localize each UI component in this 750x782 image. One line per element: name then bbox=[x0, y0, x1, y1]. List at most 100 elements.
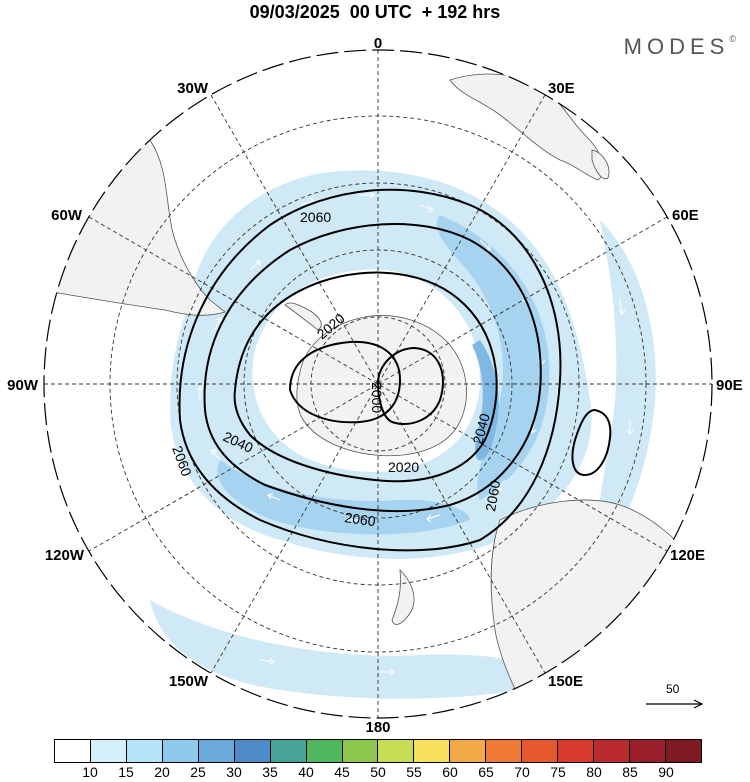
meridian-30w-150e bbox=[210, 94, 546, 674]
contour-closed-east bbox=[571, 408, 612, 477]
australia bbox=[490, 499, 712, 718]
wind-arrow bbox=[266, 493, 281, 501]
colorbar-label: 45 bbox=[334, 764, 350, 780]
reference-vector-label: 50 bbox=[666, 682, 680, 696]
map-disc: 2060 2020 2000 2040 2020 2060 2040 2060 … bbox=[44, 50, 712, 718]
colorbar-box bbox=[414, 740, 451, 762]
colorbar-label: 90 bbox=[658, 764, 674, 780]
lon-label-60e: 60E bbox=[672, 207, 699, 224]
colorbar-box bbox=[630, 740, 666, 762]
brand-text: MODES bbox=[623, 34, 730, 59]
colorbar-label: 40 bbox=[298, 764, 314, 780]
lon-label-150e: 150E bbox=[548, 673, 583, 690]
meridian-60e-120w bbox=[88, 216, 668, 552]
colorbar-box bbox=[234, 740, 271, 762]
lon-label-180: 180 bbox=[365, 719, 390, 736]
meridian-60w-120e bbox=[88, 216, 668, 552]
colorbar-box bbox=[306, 740, 343, 762]
colorbar-box bbox=[594, 740, 630, 762]
colorbar-box bbox=[558, 740, 595, 762]
wind-band-mid-south bbox=[217, 460, 470, 535]
contour-label: 2060 bbox=[300, 209, 331, 225]
colorbar-box bbox=[198, 740, 235, 762]
wind-arrow bbox=[419, 204, 435, 213]
colorbar-box bbox=[665, 740, 701, 762]
wind-arrow bbox=[211, 449, 221, 461]
contour-low-center bbox=[376, 346, 444, 425]
lon-label-90e: 90E bbox=[716, 377, 743, 394]
lon-label-30e: 30E bbox=[548, 80, 575, 97]
wind-arrow bbox=[479, 239, 491, 251]
colorbar-label: 70 bbox=[514, 764, 530, 780]
meridian-30e-150w bbox=[210, 94, 546, 674]
contour-label: 2060 bbox=[344, 509, 377, 529]
contour-label-group: 2060 2020 2000 2040 2020 2060 2040 2060 … bbox=[169, 209, 503, 529]
madagascar bbox=[591, 149, 610, 180]
colorbar-label: 35 bbox=[262, 764, 278, 780]
wind-arrow bbox=[249, 260, 261, 271]
wind-band-mid bbox=[436, 215, 550, 500]
modes-logo: MODES© bbox=[624, 34, 736, 60]
wind-arrow bbox=[496, 479, 506, 491]
wind-arrow bbox=[360, 191, 375, 199]
contour-label: 2020 bbox=[388, 459, 419, 475]
wind-arrow bbox=[345, 516, 360, 524]
colorbar-label: 85 bbox=[622, 764, 638, 780]
contour-label: 2060 bbox=[482, 479, 503, 513]
height-contours bbox=[178, 188, 612, 552]
colorbar-label: 20 bbox=[154, 764, 170, 780]
colorbar-box bbox=[450, 740, 487, 762]
colorbar-label: 75 bbox=[550, 764, 566, 780]
reference-vector-arrow bbox=[646, 699, 704, 709]
map-boundary bbox=[43, 49, 713, 719]
colorbar-box bbox=[55, 740, 91, 762]
wind-arrow bbox=[380, 668, 395, 676]
graticule bbox=[44, 50, 712, 718]
colorbar-box bbox=[342, 740, 379, 762]
colorbar-box bbox=[90, 740, 127, 762]
contour-label: 2000 bbox=[369, 382, 385, 413]
wind-speed-colorbar bbox=[54, 739, 702, 763]
copyright-mark: © bbox=[729, 34, 736, 44]
colorbar-label: 65 bbox=[478, 764, 494, 780]
colorbar-label: 60 bbox=[442, 764, 458, 780]
contour-2040 bbox=[203, 222, 542, 513]
colorbar-box bbox=[522, 740, 559, 762]
contour-2060-outer bbox=[178, 188, 562, 552]
wind-band-strong bbox=[472, 340, 499, 461]
colorbar-box bbox=[126, 740, 163, 762]
colorbar-box bbox=[378, 740, 415, 762]
colorbar-box bbox=[162, 740, 199, 762]
contour-2020 bbox=[233, 271, 498, 483]
lon-label-150w: 150W bbox=[169, 673, 209, 690]
wind-patch-southern-ocean bbox=[150, 600, 560, 699]
contour-label: 2040 bbox=[469, 411, 493, 445]
colorbar-label: 25 bbox=[190, 764, 206, 780]
contour-2000 bbox=[288, 340, 402, 424]
map-title: 09/03/2025 00 UTC + 192 hrs bbox=[249, 2, 501, 22]
colorbar-box bbox=[270, 740, 307, 762]
lon-label-120w: 120W bbox=[45, 547, 85, 564]
lon-label-60w: 60W bbox=[51, 207, 83, 224]
colorbar-box bbox=[486, 740, 523, 762]
wind-arrow bbox=[626, 420, 634, 435]
wind-patch-east bbox=[597, 220, 656, 560]
lon-label-90w: 90W bbox=[7, 377, 39, 394]
longitude-labels: 0 30E 60E 90E 120E 150E 180 150W 120W 90… bbox=[7, 35, 743, 736]
lon-label-30w: 30W bbox=[177, 80, 209, 97]
colorbar-label: 55 bbox=[406, 764, 422, 780]
colorbar-label: 50 bbox=[370, 764, 386, 780]
wind-arrow bbox=[196, 385, 204, 400]
wind-arrow bbox=[259, 657, 276, 665]
antarctic-peninsula bbox=[284, 302, 322, 331]
wind-arrow bbox=[426, 514, 441, 523]
new-zealand bbox=[391, 568, 415, 625]
colorbar-label: 10 bbox=[82, 764, 98, 780]
colorbar-label: 15 bbox=[118, 764, 134, 780]
lon-label-0: 0 bbox=[374, 35, 382, 52]
lon-label-120e: 120E bbox=[670, 547, 705, 564]
colorbar-label: 30 bbox=[226, 764, 242, 780]
colorbar-label: 80 bbox=[586, 764, 602, 780]
wind-arrow bbox=[618, 299, 626, 315]
colorbar-labels: 10 15 20 25 30 35 40 45 50 55 60 65 70 75 80 85 90 bbox=[54, 764, 702, 782]
